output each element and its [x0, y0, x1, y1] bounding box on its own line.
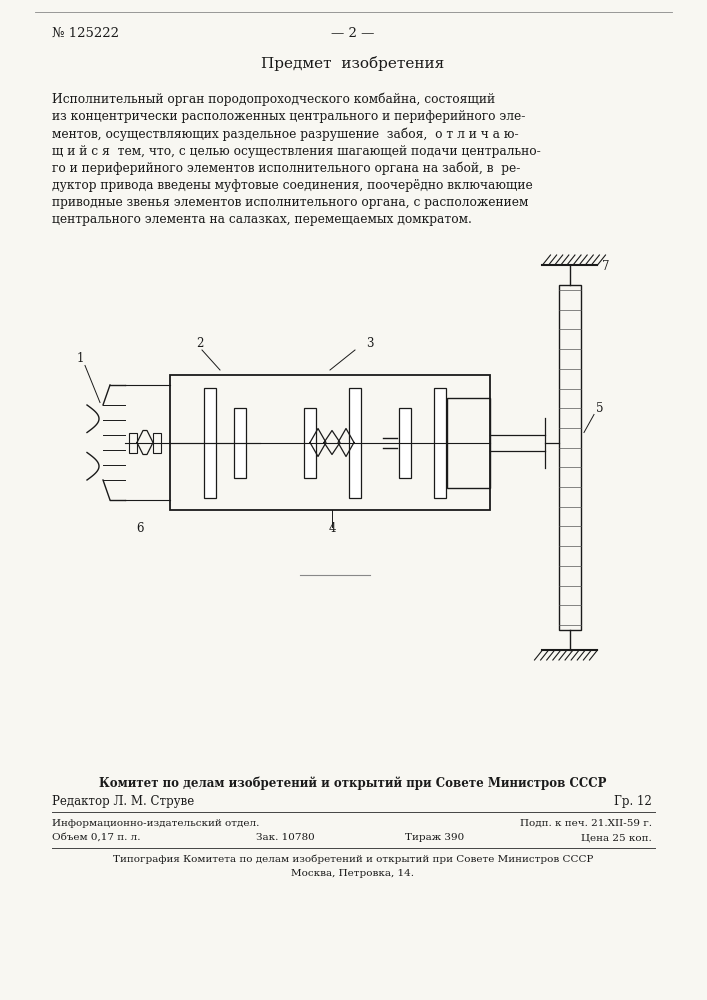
Bar	[153, 432, 161, 452]
Text: Редактор Л. М. Струве: Редактор Л. М. Струве	[52, 795, 194, 808]
Text: Цена 25 коп.: Цена 25 коп.	[581, 833, 652, 842]
Text: Зак. 10780: Зак. 10780	[256, 833, 315, 842]
Text: 1: 1	[76, 353, 83, 365]
Text: 6: 6	[136, 522, 144, 535]
Text: Объем 0,17 п. л.: Объем 0,17 п. л.	[52, 833, 141, 842]
Text: Исполнительный орган породопроходческого комбайна, состоящий: Исполнительный орган породопроходческого…	[52, 93, 495, 106]
Text: Комитет по делам изобретений и открытий при Совете Министров СССР: Комитет по делам изобретений и открытий …	[99, 776, 607, 790]
Text: 3: 3	[366, 337, 374, 350]
Bar	[447, 397, 490, 488]
Bar	[170, 375, 490, 510]
Text: Подп. к печ. 21.XII-59 г.: Подп. к печ. 21.XII-59 г.	[520, 819, 652, 828]
Bar	[234, 408, 246, 478]
Bar	[559, 285, 581, 630]
Bar	[399, 408, 411, 478]
Text: Москва, Петровка, 14.: Москва, Петровка, 14.	[291, 869, 414, 878]
Text: 5: 5	[596, 402, 604, 416]
Text: центрального элемента на салазках, перемещаемых домкратом.: центрального элемента на салазках, перем…	[52, 213, 472, 226]
Text: из концентрически расположенных центрального и периферийного эле-: из концентрически расположенных централь…	[52, 110, 525, 123]
Text: го и периферийного элементов исполнительного органа на забой, в  ре-: го и периферийного элементов исполнитель…	[52, 162, 520, 175]
Text: 7: 7	[602, 260, 610, 273]
Text: Гр. 12: Гр. 12	[614, 795, 652, 808]
Text: Типография Комитета по делам изобретений и открытий при Совете Министров СССР: Типография Комитета по делам изобретений…	[113, 854, 593, 864]
Bar	[129, 432, 137, 452]
Bar	[204, 387, 216, 497]
Bar	[304, 408, 316, 478]
Text: Информационно-издательский отдел.: Информационно-издательский отдел.	[52, 819, 259, 828]
Text: Тираж 390: Тираж 390	[405, 833, 464, 842]
Bar	[349, 387, 361, 497]
Text: приводные звенья элементов исполнительного органа, с расположением: приводные звенья элементов исполнительно…	[52, 196, 528, 209]
Text: щ и й с я  тем, что, с целью осуществления шагающей подачи центрально-: щ и й с я тем, что, с целью осуществлени…	[52, 145, 541, 158]
Text: № 125222: № 125222	[52, 27, 119, 40]
Bar	[434, 387, 446, 497]
Text: Предмет  изобретения: Предмет изобретения	[262, 56, 445, 71]
Text: дуктор привода введены муфтовые соединения, поочерёдно включающие: дуктор привода введены муфтовые соединен…	[52, 179, 533, 192]
Text: 4: 4	[328, 522, 336, 535]
Text: ментов, осуществляющих раздельное разрушение  забоя,  о т л и ч а ю-: ментов, осуществляющих раздельное разруш…	[52, 127, 519, 141]
Text: 2: 2	[197, 337, 204, 350]
Text: — 2 —: — 2 —	[332, 27, 375, 40]
